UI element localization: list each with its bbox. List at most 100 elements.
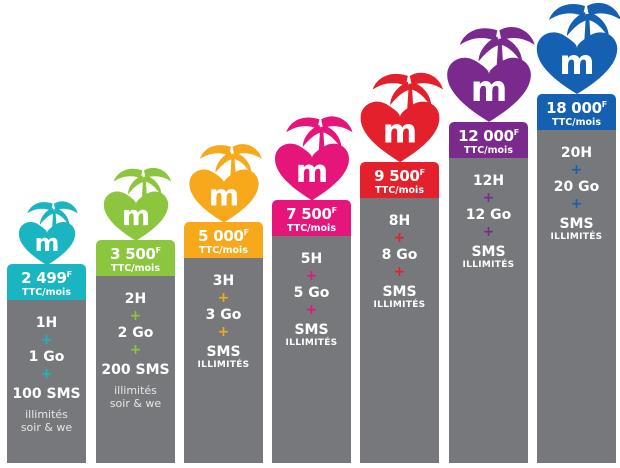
plus-icon: + xyxy=(305,268,318,284)
data-allowance: 5 Go xyxy=(293,285,330,301)
price-header: 9 500F TTC/mois xyxy=(360,162,439,198)
plus-icon: + xyxy=(217,324,230,340)
palm-heart-logo-icon: m xyxy=(181,140,267,226)
currency: F xyxy=(331,206,337,215)
sms-allowance: 100 SMS xyxy=(12,386,81,402)
sms-allowance: SMS xyxy=(294,322,329,338)
plan-column: m 9 500F TTC/mois 8H + 8 Go + SMS ILLIMI… xyxy=(360,68,443,463)
plan-details: 3H + 3 Go + SMS ILLIMITÉS xyxy=(184,258,263,463)
sms-unlimited: ILLIMITÉS xyxy=(373,300,426,310)
plus-icon: + xyxy=(482,224,495,240)
sms-allowance: SMS xyxy=(471,244,506,260)
sms-allowance: SMS xyxy=(382,284,417,300)
palm-heart-logo-icon: m xyxy=(96,164,176,244)
price-unit: TTC/mois xyxy=(199,245,248,256)
svg-text:m: m xyxy=(34,229,59,257)
voice-allowance: 8H xyxy=(388,213,411,229)
voice-allowance: 20H xyxy=(560,145,593,161)
currency: F xyxy=(66,270,72,279)
plus-icon: + xyxy=(393,230,406,246)
price-header: 3 500F TTC/mois xyxy=(96,240,175,276)
sms-allowance: SMS xyxy=(206,344,241,360)
price-value: 2 499 xyxy=(21,269,67,287)
note-line-2: soir & we xyxy=(109,397,162,410)
price-header: 5 000F TTC/mois xyxy=(184,222,263,258)
plan-column: m 18 000F TTC/mois 20H + 20 Go + SMS ILL… xyxy=(536,0,620,463)
svg-text:m: m xyxy=(470,69,507,110)
plan-details: 8H + 8 Go + SMS ILLIMITÉS xyxy=(360,198,439,463)
price-header: 18 000F TTC/mois xyxy=(537,94,616,130)
price-value: 3 500 xyxy=(110,245,156,263)
price-header: 7 500F TTC/mois xyxy=(272,200,351,236)
price-value: 12 000 xyxy=(458,127,514,145)
plus-icon: + xyxy=(217,290,230,306)
sms-unlimited: ILLIMITÉS xyxy=(285,338,338,348)
palm-heart-logo-icon: m xyxy=(351,68,449,166)
plan-details: 12H + 12 Go + SMS ILLIMITÉS xyxy=(449,158,528,463)
plus-icon: + xyxy=(40,332,53,348)
voice-allowance: 2H xyxy=(124,291,147,307)
plus-icon: + xyxy=(482,190,495,206)
data-allowance: 1 Go xyxy=(28,349,65,365)
price: 12 000F xyxy=(449,122,528,145)
svg-text:m: m xyxy=(121,201,149,232)
price-unit: TTC/mois xyxy=(552,117,601,128)
price-header: 12 000F TTC/mois xyxy=(449,122,528,158)
price: 7 500F xyxy=(272,200,351,223)
currency: F xyxy=(419,168,425,177)
plus-icon: + xyxy=(570,162,583,178)
currency: F xyxy=(601,100,607,109)
plan-details: 1H + 1 Go + 100 SMS illimités soir & we xyxy=(7,300,86,463)
plan-column: m 2 499F TTC/mois 1H + 1 Go + 100 SMS il… xyxy=(7,198,86,463)
svg-text:m: m xyxy=(382,111,417,150)
plan-column: m 3 500F TTC/mois 2H + 2 Go + 200 SMS il… xyxy=(96,164,175,463)
data-allowance: 8 Go xyxy=(381,247,418,263)
data-allowance: 2 Go xyxy=(117,325,154,341)
price: 9 500F xyxy=(360,162,439,185)
palm-heart-logo-icon: m xyxy=(12,198,82,268)
voice-allowance: 5H xyxy=(300,251,323,267)
sms-allowance: 200 SMS xyxy=(101,362,170,378)
sms-allowance: SMS xyxy=(559,216,594,232)
plan-details: 2H + 2 Go + 200 SMS illimités soir & we xyxy=(96,276,175,463)
price-value: 18 000 xyxy=(546,99,602,117)
plus-icon: + xyxy=(305,302,318,318)
plus-icon: + xyxy=(393,264,406,280)
price-unit: TTC/mois xyxy=(111,263,160,274)
palm-heart-logo-icon: m xyxy=(266,112,358,204)
price-value: 5 000 xyxy=(198,227,244,245)
price-unit: TTC/mois xyxy=(375,185,424,196)
plus-icon: + xyxy=(129,308,142,324)
note-line-1: illimités xyxy=(114,384,157,397)
price: 18 000F xyxy=(537,94,616,117)
price: 3 500F xyxy=(96,240,175,263)
price: 5 000F xyxy=(184,222,263,245)
palm-heart-logo-icon: m xyxy=(437,22,541,126)
svg-text:m: m xyxy=(295,154,328,190)
price-header: 2 499F TTC/mois xyxy=(7,264,86,300)
data-allowance: 12 Go xyxy=(465,207,512,223)
note-line-1: illimités xyxy=(25,408,68,421)
price-value: 7 500 xyxy=(286,205,332,223)
plan-column: m 5 000F TTC/mois 3H + 3 Go + SMS ILLIMI… xyxy=(184,140,263,463)
plus-icon: + xyxy=(129,342,142,358)
sms-unlimited: ILLIMITÉS xyxy=(197,360,250,370)
plan-column: m 12 000F TTC/mois 12H + 12 Go + SMS ILL… xyxy=(446,22,535,463)
plus-icon: + xyxy=(40,366,53,382)
plan-column: m 7 500F TTC/mois 5H + 5 Go + SMS ILLIMI… xyxy=(272,112,352,463)
data-allowance: 20 Go xyxy=(553,179,600,195)
data-allowance: 3 Go xyxy=(205,307,242,323)
currency: F xyxy=(513,128,519,137)
note-line-2: soir & we xyxy=(20,421,73,434)
plus-icon: + xyxy=(570,196,583,212)
currency: F xyxy=(243,228,249,237)
price-value: 9 500 xyxy=(374,167,420,185)
sms-unlimited: ILLIMITÉS xyxy=(550,232,603,242)
price: 2 499F xyxy=(7,264,86,287)
voice-allowance: 1H xyxy=(35,315,58,331)
price-unit: TTC/mois xyxy=(22,287,71,298)
price-unit: TTC/mois xyxy=(464,145,513,156)
palm-heart-logo-icon: m xyxy=(527,0,620,98)
voice-allowance: 3H xyxy=(212,273,235,289)
currency: F xyxy=(155,246,161,255)
